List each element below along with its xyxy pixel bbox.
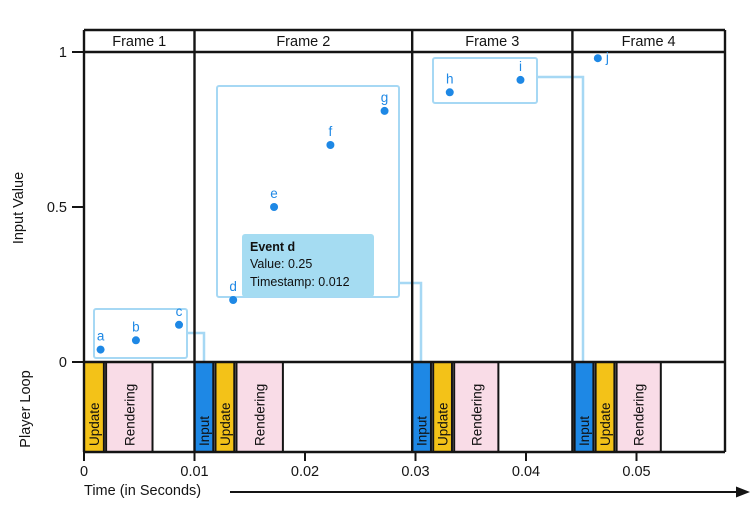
event-dot-h[interactable] [445, 88, 454, 97]
loop-bar-label-input-frame-4: Input [577, 416, 592, 446]
event-dot-a[interactable] [96, 345, 105, 354]
loop-bar-label-rendering-frame-2: Rendering [253, 384, 268, 446]
loop-bar-label-rendering-frame-3: Rendering [469, 384, 484, 446]
tooltip-event-d: Event d Value: 0.25 Timestamp: 0.012 [242, 234, 374, 297]
event-label-i: i [519, 59, 522, 74]
frame-header-label-3: Frame 3 [465, 34, 519, 50]
event-group-box-1 [93, 308, 188, 359]
event-label-e: e [270, 186, 278, 201]
event-label-a: a [97, 329, 105, 344]
y-tick-label-0: 0 [59, 355, 67, 371]
frame-header-label-1: Frame 1 [112, 34, 166, 50]
event-label-b: b [132, 319, 140, 334]
tooltip-timestamp: Timestamp: 0.012 [250, 274, 350, 289]
group-connector-3 [537, 75, 585, 372]
loop-bar-label-input-frame-3: Input [415, 416, 430, 446]
event-label-d: d [229, 279, 237, 294]
event-dot-g[interactable] [380, 106, 389, 115]
event-dot-e[interactable] [270, 203, 279, 211]
y-axis-label-player-loop: Player Loop [18, 370, 34, 448]
y-axis-label-input-value: Input Value [11, 171, 27, 245]
x-tick-label-0.01: 0.01 [180, 464, 208, 480]
x-tick-label-0.03: 0.03 [401, 464, 429, 480]
tooltip-title: Event d [250, 240, 296, 254]
group-connector-1 [187, 331, 206, 372]
time-arrow-head-icon [736, 486, 750, 498]
event-dot-b[interactable] [131, 336, 140, 345]
x-axis-label: Time (in Seconds) [84, 483, 202, 499]
event-dot-c[interactable] [175, 320, 184, 329]
x-tick-label-0.02: 0.02 [291, 464, 319, 480]
x-tick-label-0.05: 0.05 [622, 464, 650, 480]
group-connector-2 [399, 281, 423, 372]
x-tick-label-0.04: 0.04 [512, 464, 540, 480]
event-dot-j[interactable] [593, 54, 602, 63]
event-label-j: j [605, 50, 609, 65]
loop-bar-label-input-frame-2: Input [197, 416, 212, 446]
x-tick-label-0: 0 [80, 464, 88, 480]
event-label-g: g [381, 90, 389, 105]
loop-bar-label-rendering-frame-1: Rendering [122, 384, 137, 446]
event-group-box-3 [432, 57, 538, 104]
frame-header-label-4: Frame 4 [622, 34, 676, 50]
event-label-c: c [176, 304, 183, 319]
event-label-f: f [329, 124, 333, 139]
y-tick-label-0.5: 0.5 [47, 200, 67, 216]
loop-bar-label-update-frame-4: Update [598, 402, 613, 446]
y-tick-label-1: 1 [59, 45, 67, 61]
event-dot-d[interactable] [229, 296, 238, 304]
event-dot-f[interactable] [326, 141, 335, 149]
loop-bar-label-update-frame-3: Update [436, 402, 451, 446]
event-dot-i[interactable] [516, 75, 525, 84]
tooltip-value: Value: 0.25 [250, 257, 313, 272]
loop-bar-label-update-frame-2: Update [218, 402, 233, 446]
loop-bar-label-update-frame-1: Update [87, 402, 102, 446]
event-group-box-2 [216, 85, 400, 298]
event-label-h: h [446, 71, 454, 86]
frame-header-label-2: Frame 2 [276, 34, 330, 50]
loop-bar-label-rendering-frame-4: Rendering [632, 384, 647, 446]
loop-bar-rendering-frame-3 [453, 361, 500, 453]
